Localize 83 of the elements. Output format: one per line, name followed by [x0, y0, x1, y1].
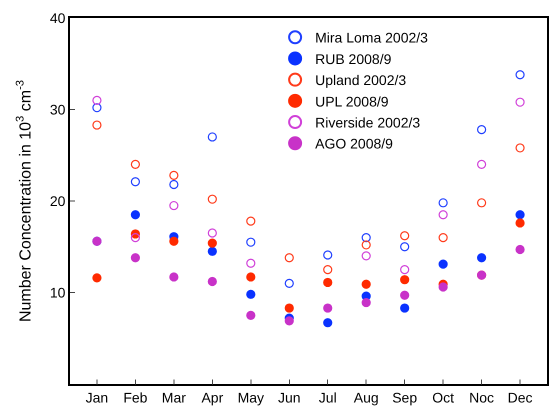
- point: [323, 250, 332, 260]
- point: [438, 233, 448, 242]
- point: [246, 310, 256, 320]
- point: [400, 290, 410, 300]
- x-tick-label: Oct: [432, 390, 454, 406]
- point: [400, 242, 410, 252]
- legend-label: UPL 2008/9: [315, 93, 389, 110]
- point: [92, 120, 102, 130]
- point: [208, 238, 217, 248]
- point: [515, 70, 525, 80]
- point: [246, 258, 256, 268]
- point: [438, 198, 448, 208]
- point: [515, 218, 525, 228]
- point: [515, 98, 525, 107]
- point: [400, 231, 410, 240]
- point: [130, 253, 140, 262]
- point: [208, 246, 217, 256]
- point: [92, 273, 102, 282]
- point: [515, 244, 525, 254]
- point: [323, 303, 332, 313]
- point: [169, 272, 178, 282]
- point: [284, 303, 294, 313]
- x-tick-label: Mar: [162, 390, 186, 406]
- point: [362, 280, 371, 289]
- point: [208, 132, 217, 142]
- legend-label: Riverside 2002/3: [315, 114, 420, 131]
- point: [515, 210, 525, 220]
- y-tick-label: 30: [50, 101, 66, 118]
- point: [169, 170, 178, 180]
- x-tick-label: Jul: [318, 390, 337, 406]
- point: [362, 298, 371, 308]
- x-tick-label: Jun: [278, 390, 301, 406]
- point: [438, 210, 448, 220]
- legend-label: Upland 2002/3: [315, 72, 406, 88]
- x-tick-label: Dec: [508, 390, 533, 406]
- point: [284, 316, 294, 326]
- x-tick-label: Feb: [123, 390, 148, 406]
- point: [400, 303, 410, 313]
- x-tick-label: Jan: [86, 390, 108, 406]
- x-tick-label: May: [238, 390, 264, 406]
- point: [92, 96, 102, 105]
- point: [323, 265, 332, 274]
- point: [246, 216, 256, 226]
- y-tick-label: 40: [50, 10, 66, 26]
- y-tick-label: 10: [50, 284, 66, 300]
- legend-label: AGO 2008/9: [315, 136, 394, 152]
- point: [169, 200, 178, 210]
- point: [208, 276, 217, 286]
- point: [169, 180, 178, 190]
- point: [130, 177, 140, 186]
- point: [477, 198, 486, 208]
- x-tick-label: Noc: [469, 390, 494, 406]
- point: [438, 260, 448, 269]
- point: [438, 282, 448, 292]
- point: [362, 240, 371, 250]
- point: [400, 275, 410, 284]
- x-tick-label: Sep: [392, 390, 418, 406]
- point: [477, 253, 486, 262]
- point: [362, 251, 371, 260]
- x-tick-label: Aug: [354, 390, 379, 406]
- point: [284, 253, 294, 262]
- point: [362, 233, 371, 242]
- point: [169, 236, 178, 246]
- point: [515, 143, 525, 153]
- point: [130, 160, 140, 169]
- point: [477, 160, 486, 169]
- legend-label: Mira Loma 2002/3: [315, 30, 428, 46]
- point: [208, 194, 217, 204]
- point: [477, 125, 486, 134]
- point: [246, 290, 256, 299]
- point: [246, 238, 256, 247]
- y-tick-label: 20: [50, 192, 66, 209]
- legend-label: RUB 2008/9: [315, 50, 392, 67]
- point: [208, 228, 217, 238]
- point: [400, 265, 410, 274]
- point: [246, 272, 256, 282]
- point: [92, 103, 102, 112]
- point: [130, 210, 140, 220]
- point: [284, 278, 294, 288]
- point: [323, 318, 332, 328]
- point: [323, 278, 332, 288]
- x-tick-label: Apr: [201, 390, 224, 406]
- point: [130, 233, 140, 242]
